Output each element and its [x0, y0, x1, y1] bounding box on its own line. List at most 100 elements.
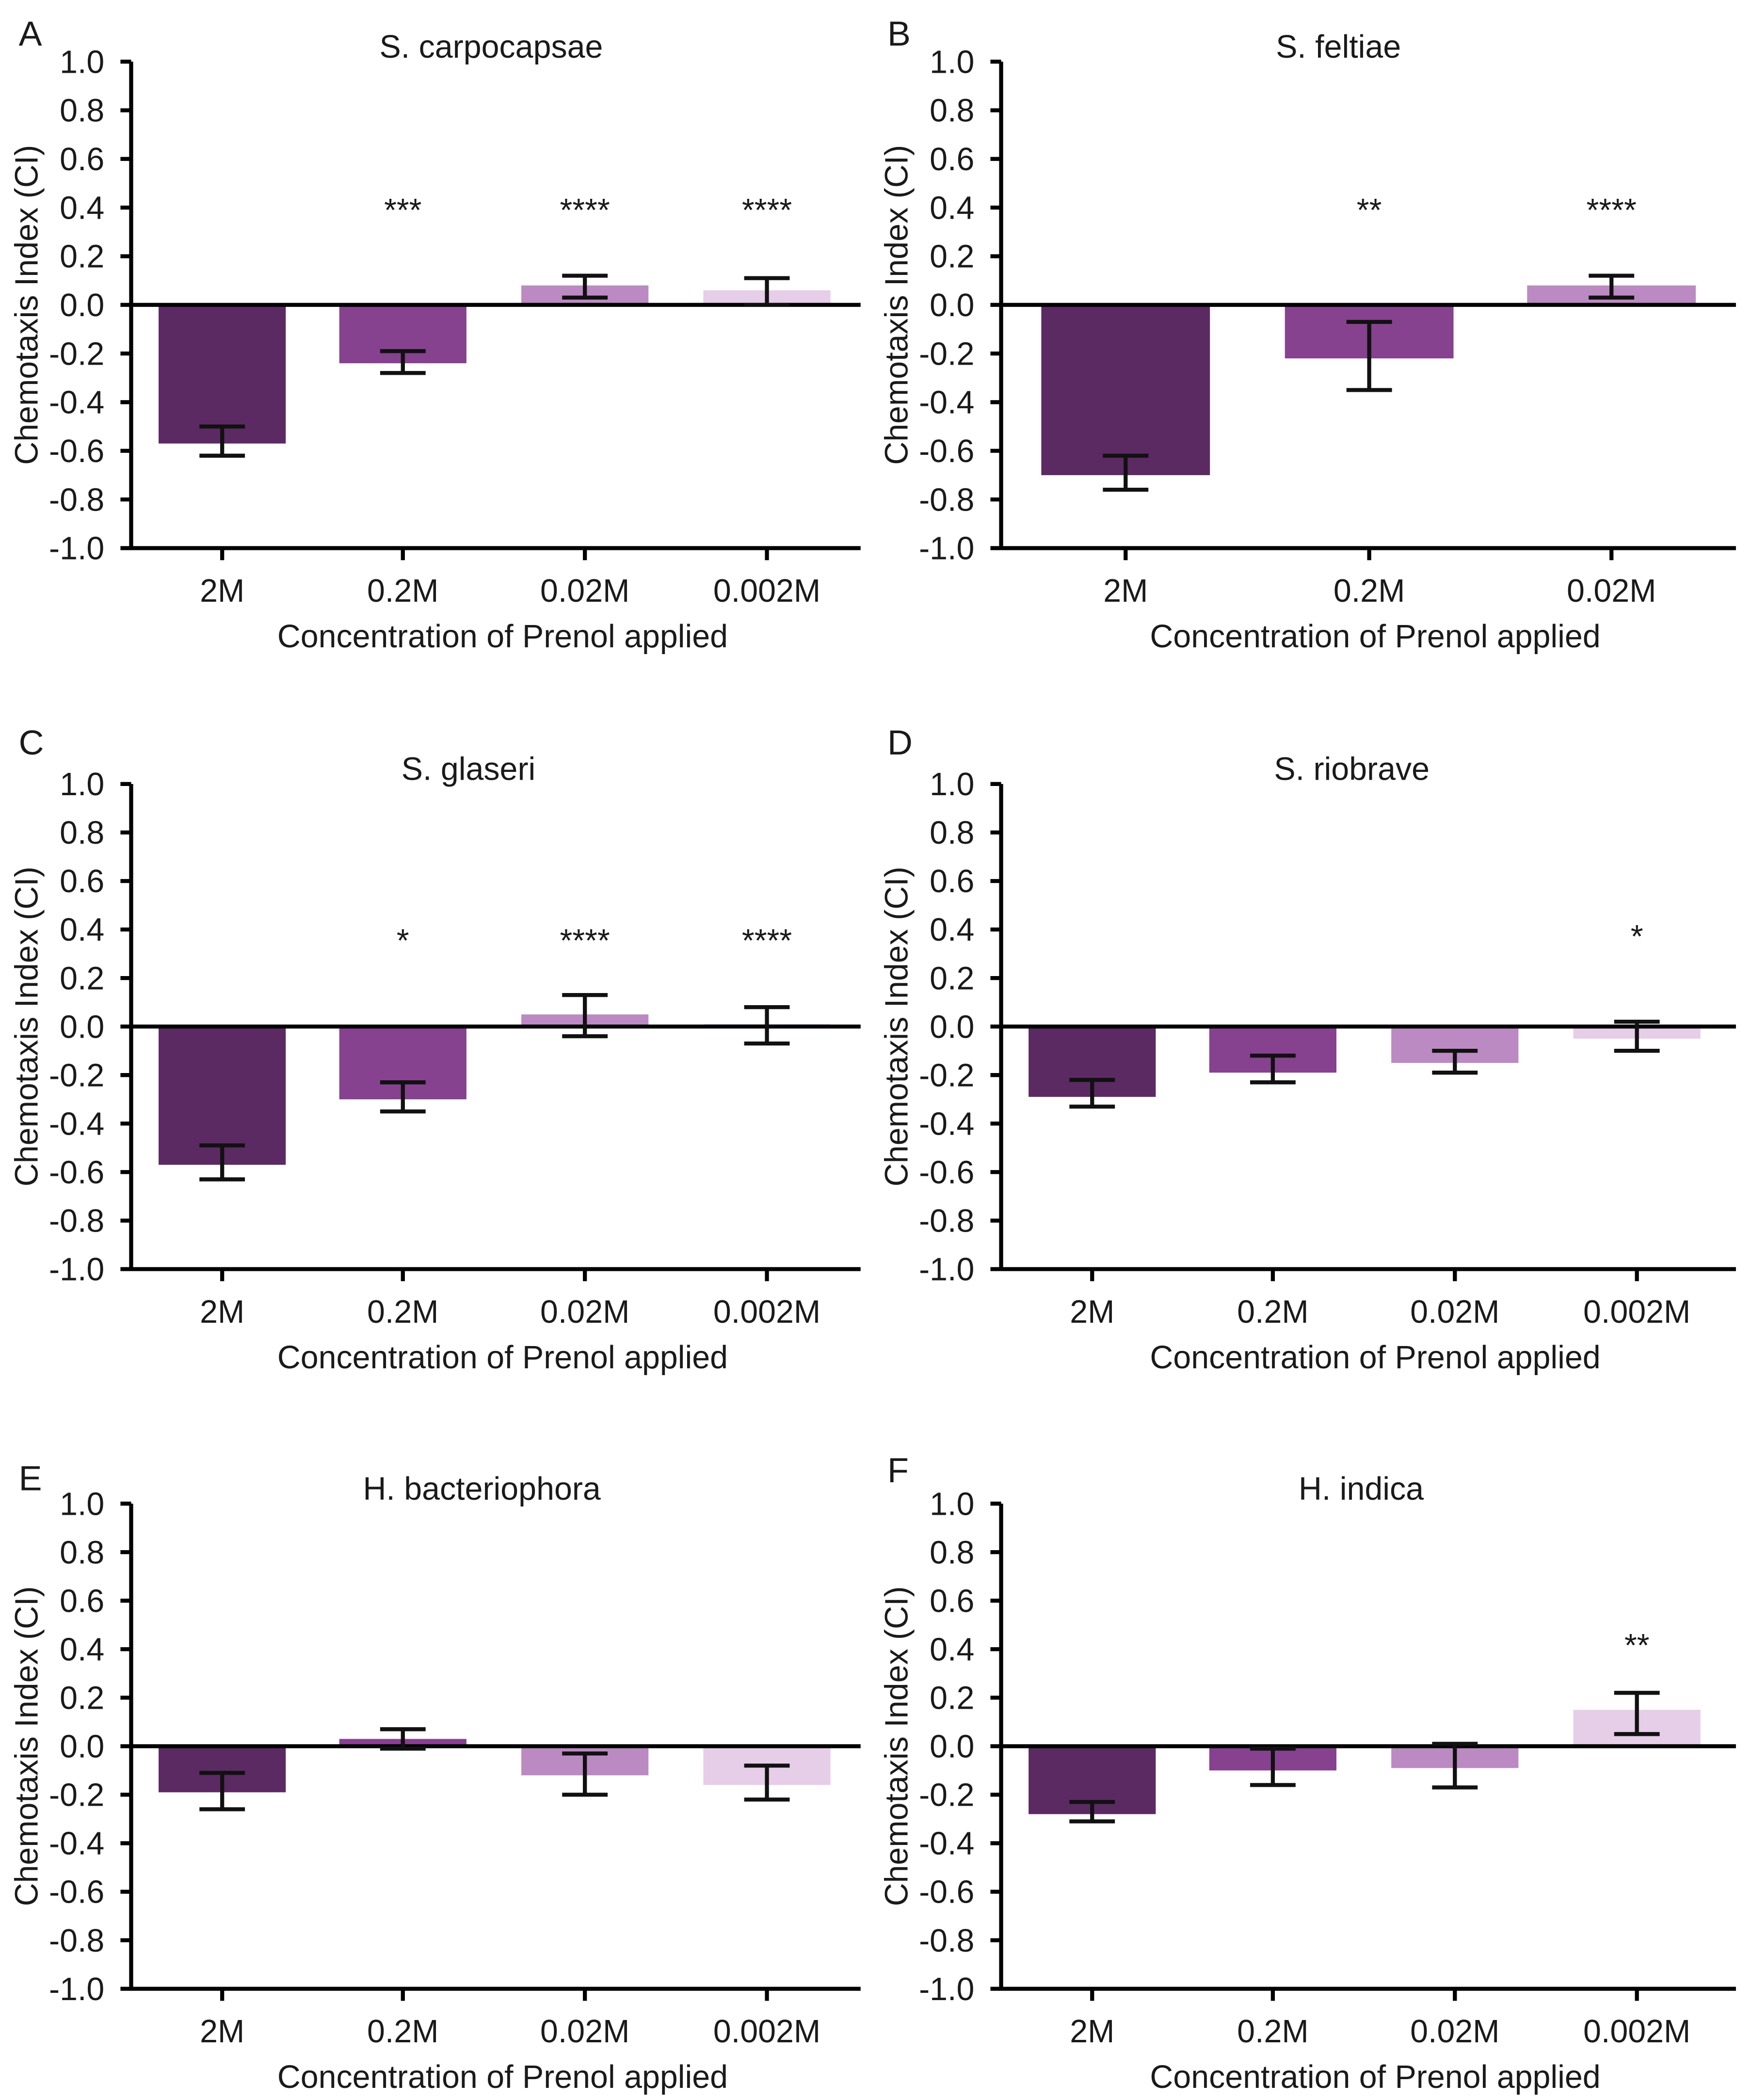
error-bar	[562, 273, 608, 300]
y-tick-label: 0.8	[930, 93, 974, 129]
y-tick-label: -0.4	[49, 1826, 104, 1862]
panel-letter: C	[19, 723, 44, 762]
y-tick-label: 0.6	[930, 1583, 974, 1619]
x-tick-label: 0.02M	[540, 573, 629, 609]
y-tick-label: -0.2	[49, 336, 104, 372]
panel-title: H. indica	[1299, 1471, 1424, 1507]
x-tick-label: 2M	[200, 1294, 244, 1330]
y-tick-label: 0.2	[60, 961, 104, 996]
x-tick-label: 2M	[200, 2014, 244, 2050]
y-tick-label: -0.8	[49, 482, 104, 518]
chart-panel-f: F H. indica 1.0 0.8 0.6 0.4 0.2 0.0 -0.2 -0.4 -0.6…	[879, 1451, 1736, 2095]
y-tick-label: -0.6	[49, 1875, 104, 1910]
x-tick-label: 0.2M	[367, 2014, 438, 2050]
significance-marker: ****	[1587, 192, 1637, 228]
x-tick-label: 0.002M	[713, 573, 820, 609]
significance-marker: ****	[742, 192, 792, 228]
panel-title: S. carpocapsae	[380, 29, 603, 65]
y-tick-label: 1.0	[930, 44, 974, 80]
error-bar	[562, 1751, 608, 1797]
bar-2m	[1041, 305, 1210, 475]
x-axis-title: Concentration of Prenol applied	[1150, 619, 1600, 655]
y-axis-label: Chemotaxis Index (CI)	[9, 145, 45, 465]
y-tick-label: -0.8	[49, 1923, 104, 1959]
x-tick-label: 0.2M	[1237, 2014, 1308, 2050]
error-bar	[1614, 1691, 1660, 1736]
y-tick-label: -0.2	[919, 1778, 974, 1813]
y-tick-label: 0.6	[60, 1583, 104, 1619]
x-tick-label: 0.02M	[540, 2014, 629, 2050]
chart-panel-c: C S. glaseri 1.0 0.8 0.6 0.4 0.2 0.0 -0.2 -0.4 -0.…	[9, 723, 861, 1376]
panel-letter: A	[19, 15, 42, 53]
error-bar	[1250, 1747, 1296, 1787]
y-tick-label: 1.0	[60, 44, 104, 80]
y-tick-label: 0.4	[60, 190, 104, 226]
panel-letter: F	[887, 1451, 909, 1490]
x-tick-label: 0.2M	[367, 573, 438, 609]
error-bar	[1103, 453, 1149, 492]
error-bar	[199, 1771, 245, 1811]
y-tick-label: 0.0	[60, 288, 104, 323]
y-axis-label: Chemotaxis Index (CI)	[879, 145, 915, 465]
x-tick-label: 0.2M	[1334, 573, 1405, 609]
y-tick-label: 0.6	[930, 142, 974, 177]
y-tick-label: 0.0	[930, 1009, 974, 1045]
error-bar	[1432, 1742, 1478, 1790]
y-tick-label: -0.6	[49, 433, 104, 469]
y-tick-label: -1.0	[919, 1252, 974, 1288]
x-tick-label: 0.2M	[367, 1294, 438, 1330]
y-tick-label: -0.8	[919, 482, 974, 518]
error-bar	[380, 1080, 426, 1114]
error-bar	[1069, 1078, 1115, 1109]
y-tick-label: 1.0	[60, 767, 104, 802]
y-tick-label: 0.8	[930, 1535, 974, 1571]
y-tick-label: 0.0	[930, 288, 974, 323]
x-tick-label: 2M	[200, 573, 244, 609]
y-tick-label: -0.2	[49, 1058, 104, 1093]
error-bar	[744, 276, 790, 307]
x-axis-title: Concentration of Prenol applied	[277, 2059, 728, 2095]
y-tick-label: -0.8	[919, 1203, 974, 1239]
significance-marker: *	[1631, 919, 1643, 955]
y-tick-label: -0.4	[919, 385, 974, 421]
y-tick-label: -0.4	[49, 1106, 104, 1142]
x-axis-title: Concentration of Prenol applied	[1150, 2059, 1600, 2095]
panel-letter: E	[19, 1459, 42, 1498]
y-tick-label: 0.8	[60, 815, 104, 851]
significance-marker: *	[397, 923, 409, 959]
y-tick-label: 1.0	[60, 1486, 104, 1522]
y-tick-label: 0.6	[60, 864, 104, 899]
y-tick-label: -0.2	[919, 1058, 974, 1093]
x-axis-title: Concentration of Prenol applied	[277, 1340, 728, 1376]
y-tick-label: 0.2	[930, 239, 974, 275]
y-tick-label: 1.0	[930, 767, 974, 802]
error-bar	[562, 993, 608, 1039]
x-tick-label: 0.002M	[713, 2014, 820, 2050]
error-bar	[380, 349, 426, 375]
y-tick-label: 0.2	[930, 1680, 974, 1716]
x-tick-label: 0.002M	[1583, 1294, 1690, 1330]
y-axis-label: Chemotaxis Index (CI)	[879, 1586, 915, 1906]
y-tick-label: 0.4	[60, 1632, 104, 1667]
panel-title: S. riobrave	[1274, 752, 1430, 787]
y-tick-label: -0.4	[919, 1106, 974, 1142]
y-tick-label: 0.8	[60, 1535, 104, 1571]
error-bar	[744, 1763, 790, 1802]
error-bar	[1589, 273, 1635, 300]
panel-letter: B	[887, 15, 911, 53]
error-bar	[744, 1005, 790, 1046]
y-tick-label: -1.0	[49, 1252, 104, 1288]
x-tick-label: 0.2M	[1237, 1294, 1308, 1330]
error-bar	[1346, 320, 1392, 392]
y-tick-label: 0.4	[930, 1632, 974, 1667]
significance-marker: ****	[560, 192, 610, 228]
y-tick-label: -1.0	[919, 1972, 974, 2007]
significance-marker: **	[1624, 1628, 1650, 1664]
bar-2m	[159, 1026, 286, 1165]
significance-marker: ****	[742, 923, 792, 959]
panel-letter: D	[887, 723, 913, 762]
significance-marker: **	[1357, 192, 1382, 228]
y-tick-label: 0.0	[930, 1729, 974, 1765]
error-bar	[380, 1727, 426, 1751]
